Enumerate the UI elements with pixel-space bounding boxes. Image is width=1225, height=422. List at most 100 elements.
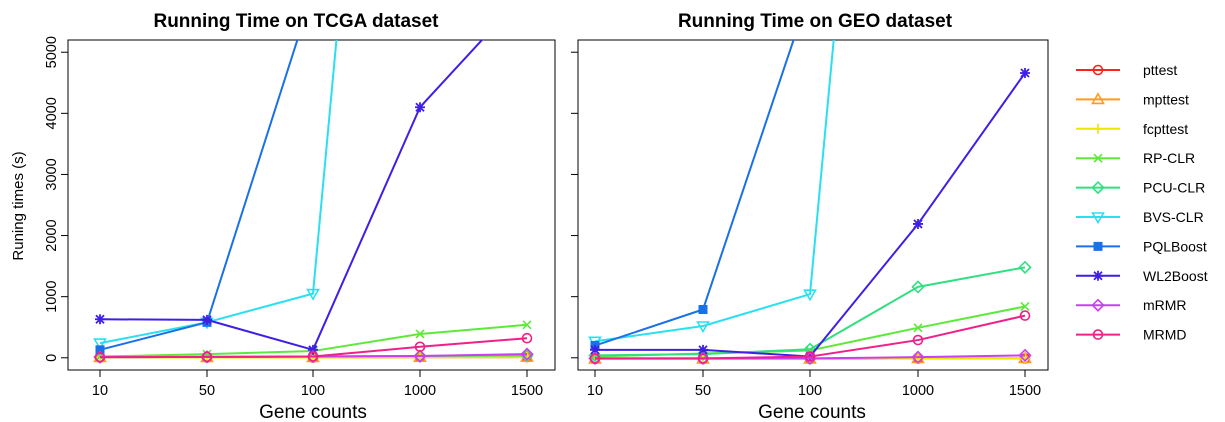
legend-label: pttest (1143, 62, 1177, 78)
legend-label: fcpttest (1143, 121, 1188, 137)
tcga-plot-frame (67, 39, 556, 371)
data-point-rp-clr (522, 320, 532, 330)
legend-item-bvs-clr: BVS-CLR (1076, 209, 1204, 225)
legend-marker-rp-clr (1093, 153, 1103, 163)
series-pcu-clr (588, 260, 1032, 362)
data-point-mrmr (911, 350, 925, 364)
y-tick-label: 2000 (44, 219, 60, 251)
series-line-bvs-clr (99, 40, 338, 345)
data-point-mrmr (413, 349, 427, 363)
data-point-mrmd (697, 353, 709, 364)
y-tick-label: 3000 (44, 158, 60, 190)
series-line-pcu-clr (594, 266, 1026, 357)
legend-item-wl2boost: WL2Boost (1076, 268, 1208, 284)
data-point-mrmr (520, 347, 534, 361)
series-bvs-clr (588, 40, 835, 349)
series-line-mrmd (99, 337, 528, 359)
legend-label: WL2Boost (1143, 268, 1208, 284)
data-point-wl2boost (95, 314, 105, 325)
legend-item-pttest: pttest (1076, 62, 1177, 78)
x-tick-label: 10 (587, 383, 603, 399)
tcga-chart-panel: Running Time on TCGA dataset 0 1000 2000 30… (10, 11, 556, 422)
x-tick-label: 1000 (404, 383, 436, 399)
series-wl2boost (590, 68, 1030, 362)
tcga-chart-title: Running Time on TCGA dataset (153, 11, 439, 32)
data-point-mrmd (1019, 310, 1031, 321)
chart-legend: pttest mpttest fcpttest RP-CLR PCU-CLR BVS-CL… (1076, 62, 1208, 343)
geo-series (588, 40, 1032, 366)
legend-marker-fcpttest (1093, 123, 1103, 134)
data-point-bvs-clr (803, 289, 817, 302)
tcga-x-axis: 10 50 100 1000 1500 (92, 370, 543, 399)
data-point-bvs-clr (306, 288, 320, 301)
data-point-mrmd (521, 332, 533, 344)
x-tick-label: 100 (798, 383, 822, 399)
series-line-pqlboost (594, 40, 795, 347)
series-line-bvs-clr (594, 40, 835, 343)
data-point-wl2boost (415, 102, 425, 113)
legend-marker-mrmr (1091, 298, 1105, 312)
data-point-mrmd (589, 353, 601, 364)
legend-item-mpttest: mpttest (1076, 91, 1189, 107)
x-tick-label: 100 (301, 383, 325, 399)
legend-item-mrmr: mRMR (1076, 297, 1187, 313)
x-tick-label: 1500 (511, 383, 543, 399)
x-tick-label: 50 (695, 383, 711, 399)
legend-item-pqlboost: PQLBoost (1076, 238, 1207, 254)
geo-y-axis (571, 51, 578, 359)
data-point-wl2boost (1020, 68, 1030, 78)
y-tick-label: 1000 (44, 281, 60, 313)
y-tick-label: 5000 (44, 36, 60, 68)
geo-chart-panel: Running Time on GEO dataset 10 50 100 1000 1… (571, 11, 1049, 422)
data-point-pcu-clr (911, 280, 925, 294)
geo-chart-title: Running Time on GEO dataset (678, 11, 953, 32)
legend-marker-mpttest (1091, 92, 1105, 105)
data-point-wl2boost (698, 344, 708, 355)
data-point-mrmd (94, 351, 106, 363)
data-point-wl2boost (202, 314, 212, 325)
data-point-rp-clr (913, 323, 923, 333)
legend-marker-bvs-clr (1091, 212, 1105, 225)
series-mrmd (94, 332, 533, 363)
data-point-bvs-clr (93, 338, 107, 351)
tcga-series (93, 40, 534, 364)
y-tick-label: 0 (44, 354, 60, 362)
tcga-y-axis: 0 1000 2000 3000 4000 5000 (44, 36, 68, 362)
data-point-rp-clr (1020, 301, 1030, 312)
data-point-mrmr (1018, 348, 1032, 362)
data-point-mrmd (201, 351, 213, 363)
legend-label: PQLBoost (1143, 238, 1207, 254)
data-point-mrmd (804, 351, 816, 362)
x-tick-label: 1000 (902, 383, 934, 399)
series-line-mrmd (595, 314, 1026, 360)
legend-marker-pqlboost (1093, 241, 1103, 251)
data-point-wl2boost (913, 218, 923, 229)
data-point-pqlboost (698, 305, 708, 314)
legend-label: BVS-CLR (1143, 209, 1204, 225)
legend-item-mrmd: MRMD (1076, 327, 1187, 343)
legend-label: RP-CLR (1143, 150, 1195, 166)
legend-marker-wl2boost (1093, 270, 1103, 281)
data-point-wl2boost (308, 344, 318, 355)
legend-label: mRMR (1143, 297, 1187, 313)
geo-plot-frame (577, 39, 1049, 371)
series-wl2boost (95, 40, 484, 355)
x-tick-label: 1500 (1009, 383, 1041, 399)
legend-label: MRMD (1143, 327, 1187, 343)
series-line-pqlboost (99, 40, 299, 351)
data-point-rp-clr (415, 329, 425, 339)
tcga-y-axis-label: Runing times (s) (10, 151, 27, 260)
legend-marker-pttest (1092, 64, 1104, 76)
tcga-x-axis-label: Gene counts (259, 402, 367, 422)
geo-x-axis-label: Gene counts (758, 402, 866, 422)
data-point-mrmd (307, 351, 319, 362)
legend-marker-mrmd (1092, 329, 1104, 340)
x-tick-label: 50 (199, 383, 215, 399)
data-point-pcu-clr (1018, 260, 1032, 274)
data-point-pqlboost (95, 345, 105, 355)
legend-item-rp-clr: RP-CLR (1076, 150, 1195, 166)
data-point-mrmd (912, 334, 924, 346)
data-point-wl2boost (590, 344, 600, 355)
series-bvs-clr (93, 40, 338, 351)
